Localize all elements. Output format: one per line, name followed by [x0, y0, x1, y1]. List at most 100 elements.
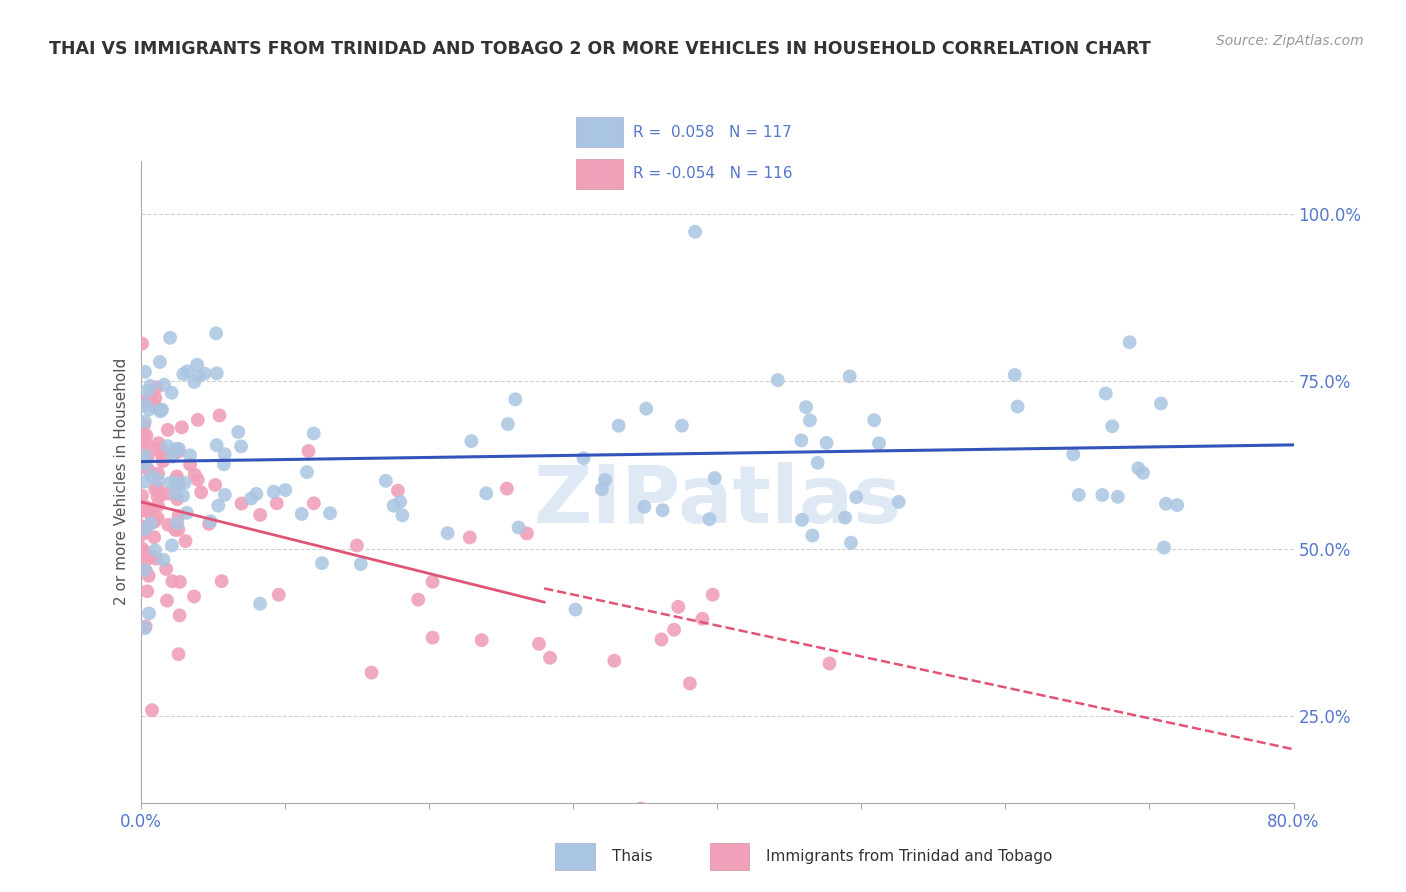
Point — [160, 385, 183, 400]
Text: R =  0.058   N = 117: R = 0.058 N = 117 — [633, 125, 792, 140]
Point — [138, 569, 160, 583]
Point — [838, 369, 860, 384]
Point — [205, 326, 228, 341]
Point — [692, 612, 714, 626]
Point — [167, 647, 190, 661]
Point — [1150, 396, 1173, 410]
Point — [263, 484, 285, 499]
Point — [1062, 447, 1084, 461]
Point — [211, 574, 233, 589]
Point — [167, 523, 190, 537]
Point — [422, 574, 444, 589]
Point — [1091, 488, 1114, 502]
Point — [141, 387, 163, 401]
Point — [422, 631, 444, 645]
Bar — [576, 118, 623, 147]
Point — [794, 400, 817, 414]
Point — [135, 457, 157, 471]
Point — [179, 458, 201, 472]
Point — [150, 402, 173, 417]
Point — [508, 520, 530, 534]
Point — [184, 467, 207, 482]
Point — [702, 588, 724, 602]
Point — [134, 449, 156, 463]
Point — [801, 528, 824, 542]
Point — [134, 365, 156, 379]
Point — [143, 513, 166, 527]
Point — [845, 490, 868, 504]
Point — [374, 474, 396, 488]
Point — [662, 623, 685, 637]
Point — [166, 491, 188, 506]
Point — [139, 379, 162, 393]
Point — [302, 496, 325, 510]
Point — [683, 225, 706, 239]
Point — [166, 469, 188, 483]
Point — [214, 488, 236, 502]
Point — [799, 413, 821, 427]
Point — [152, 553, 174, 567]
Point — [132, 417, 155, 432]
Point — [458, 530, 481, 544]
Point — [134, 544, 156, 558]
Point — [460, 434, 482, 449]
Point — [150, 403, 173, 417]
Point — [1132, 466, 1154, 480]
Point — [131, 428, 153, 442]
Point — [1118, 335, 1140, 350]
Point — [170, 420, 193, 434]
Point — [131, 336, 153, 351]
Point — [167, 477, 190, 491]
Text: Source: ZipAtlas.com: Source: ZipAtlas.com — [1216, 34, 1364, 48]
Point — [134, 415, 156, 429]
Point — [516, 526, 538, 541]
Point — [131, 541, 153, 556]
Point — [240, 491, 263, 506]
Point — [172, 489, 194, 503]
Point — [165, 523, 187, 537]
Point — [138, 607, 160, 621]
Point — [630, 801, 652, 815]
Point — [651, 503, 673, 517]
Point — [134, 398, 156, 412]
Point — [436, 526, 458, 541]
Point — [136, 384, 159, 398]
Point — [564, 602, 586, 616]
Point — [174, 534, 197, 549]
Point — [146, 481, 169, 495]
Text: R = -0.054   N = 116: R = -0.054 N = 116 — [633, 166, 793, 181]
Point — [297, 444, 319, 458]
Point — [187, 368, 209, 383]
Point — [266, 496, 288, 510]
Point — [143, 515, 166, 529]
Point — [790, 434, 813, 448]
Point — [150, 488, 173, 502]
Point — [1153, 541, 1175, 555]
Point — [169, 608, 191, 623]
Point — [389, 495, 412, 509]
Point — [148, 436, 170, 450]
Point — [149, 355, 172, 369]
Point — [505, 392, 527, 407]
Point — [346, 539, 368, 553]
Point — [183, 590, 205, 604]
Point — [214, 447, 236, 461]
Point — [136, 584, 159, 599]
Point — [208, 409, 231, 423]
Point — [179, 448, 201, 462]
Point — [274, 483, 297, 497]
Point — [187, 473, 209, 487]
Point — [148, 473, 170, 487]
Point — [156, 439, 179, 453]
Text: THAI VS IMMIGRANTS FROM TRINIDAD AND TOBAGO 2 OR MORE VEHICLES IN HOUSEHOLD CORR: THAI VS IMMIGRANTS FROM TRINIDAD AND TOB… — [49, 40, 1152, 58]
Point — [138, 402, 160, 417]
Point — [142, 511, 165, 525]
Point — [603, 654, 626, 668]
Point — [135, 428, 157, 442]
Point — [868, 436, 890, 450]
Point — [633, 500, 655, 514]
Point — [382, 499, 405, 513]
Point — [134, 563, 156, 577]
Point — [156, 423, 179, 437]
Point — [165, 474, 187, 488]
